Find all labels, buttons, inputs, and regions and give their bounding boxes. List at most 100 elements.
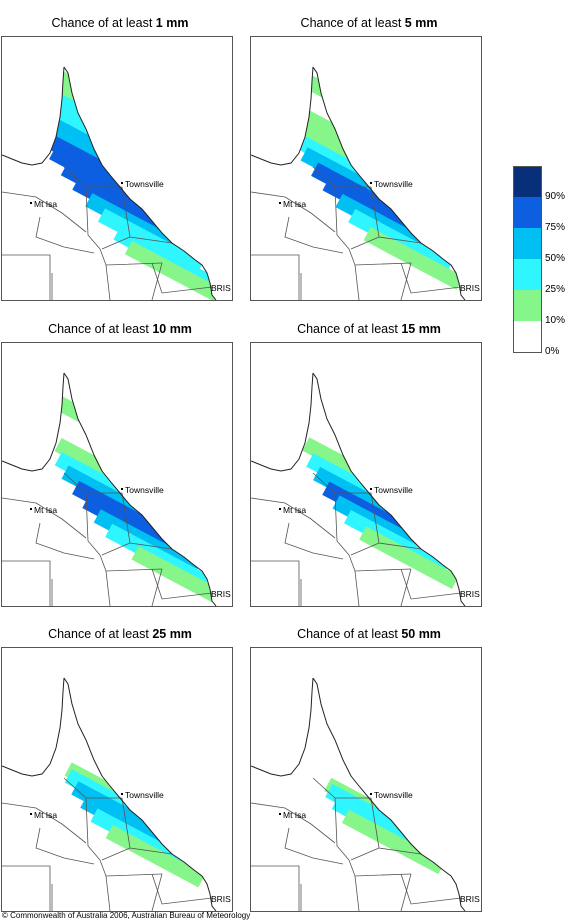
townsville-marker [370,793,372,795]
copyright-notice: © Commonwealth of Australia 2006, Austra… [2,911,251,920]
district-boundary [101,847,131,861]
sea-mask [313,343,481,606]
district-boundary [284,827,344,865]
state-border [251,254,300,300]
district-boundary [101,236,131,250]
panel-title-prefix: Chance of at least [51,16,156,30]
panel-title-prefix: Chance of at least [48,322,153,336]
legend-swatch [513,290,542,322]
townsville-marker [370,182,372,184]
label-brisbane: BRIS [460,589,480,599]
district-boundary [354,875,360,911]
townsville-marker [121,488,123,490]
rainfall-map: Townsville Mt Isa BRIS [1,36,233,301]
district-boundary [334,186,350,250]
district-boundary [35,216,95,254]
district-boundary [350,847,380,861]
district-boundary [348,859,412,877]
gulf-mask [2,37,64,165]
legend-label: 10% [545,315,566,326]
district-boundary [2,497,87,539]
townsville-marker [121,793,123,795]
panel-title-prefix: Chance of at least [297,322,402,336]
panel-title: Chance of at least 10 mm [0,322,240,336]
district-boundary [400,568,462,600]
district-boundary [334,492,350,556]
label-townsville: Townsville [125,485,164,495]
mt-isa-marker [279,202,281,204]
rainfall-map-svg: Townsville Mt Isa BRIS [251,37,481,300]
district-boundary [121,186,173,244]
mt-isa-marker [279,508,281,510]
district-boundary [251,191,336,233]
label-mt-isa: Mt Isa [34,505,57,515]
label-townsville: Townsville [374,485,413,495]
probability-band [131,546,219,603]
panel-title-threshold: 1 mm [155,16,189,30]
sea-mask [313,37,481,300]
label-townsville: Townsville [374,790,413,800]
district-boundary [151,568,213,600]
label-mt-isa: Mt Isa [34,199,57,209]
panel-title: Chance of at least 50 mm [249,627,489,641]
panel-title-threshold: 25 mm [152,627,192,641]
state-border [2,560,51,606]
district-boundary [350,236,380,250]
label-mt-isa: Mt Isa [283,199,306,209]
gulf-mask [251,648,313,776]
mt-isa-marker [279,813,281,815]
legend-swatch [513,259,542,291]
panel-title-prefix: Chance of at least [297,627,402,641]
panel-title: Chance of at least 25 mm [0,627,240,641]
rainfall-map-svg: Townsville Mt Isa BRIS [251,648,481,911]
panel-title-threshold: 50 mm [401,627,441,641]
probability-band [124,240,224,300]
rainfall-map: Townsville Mt Isa BRIS [1,647,233,912]
coastline [63,372,217,606]
gulf-coastline [2,66,65,166]
gulf-mask [2,343,64,471]
label-mt-isa: Mt Isa [283,505,306,515]
probability-band [105,824,206,888]
district-boundary [284,522,344,560]
district-boundary [400,262,412,300]
state-border [2,254,51,300]
label-brisbane: BRIS [211,589,231,599]
label-mt-isa: Mt Isa [283,810,306,820]
coastline [312,677,466,911]
mt-isa-marker [30,813,32,815]
townsville-marker [121,182,123,184]
rainfall-map: Townsville Mt Isa BRIS [250,36,482,301]
mt-isa-marker [30,508,32,510]
rainfall-map-svg: Townsville Mt Isa BRIS [251,343,481,606]
label-mt-isa: Mt Isa [34,810,57,820]
legend-swatch [513,166,542,199]
district-boundary [2,191,87,233]
sea-mask [64,343,232,606]
district-boundary [35,827,95,865]
panel-title-threshold: 15 mm [401,322,441,336]
rainfall-map-svg: Townsville Mt Isa BRIS [2,37,232,300]
gulf-coastline [2,372,65,472]
legend-swatch [513,197,542,229]
gulf-coastline [2,677,65,777]
state-border [2,865,51,911]
district-boundary [354,570,360,606]
label-brisbane: BRIS [460,283,480,293]
district-boundary [85,186,101,250]
district-boundary [400,873,412,911]
rainfall-map-svg: Townsville Mt Isa BRIS [2,648,232,911]
state-border [251,560,300,606]
townsville-marker [370,488,372,490]
gulf-mask [251,37,313,165]
sea-mask [313,648,481,911]
panel-title: Chance of at least 5 mm [249,16,489,30]
district-boundary [354,264,360,300]
rainfall-map: Townsville Mt Isa BRIS [250,342,482,607]
district-boundary [151,873,163,911]
sea-mask [64,37,232,300]
district-boundary [151,262,213,294]
district-boundary [370,186,422,244]
district-boundary [334,797,350,861]
legend-swatch [513,321,542,353]
